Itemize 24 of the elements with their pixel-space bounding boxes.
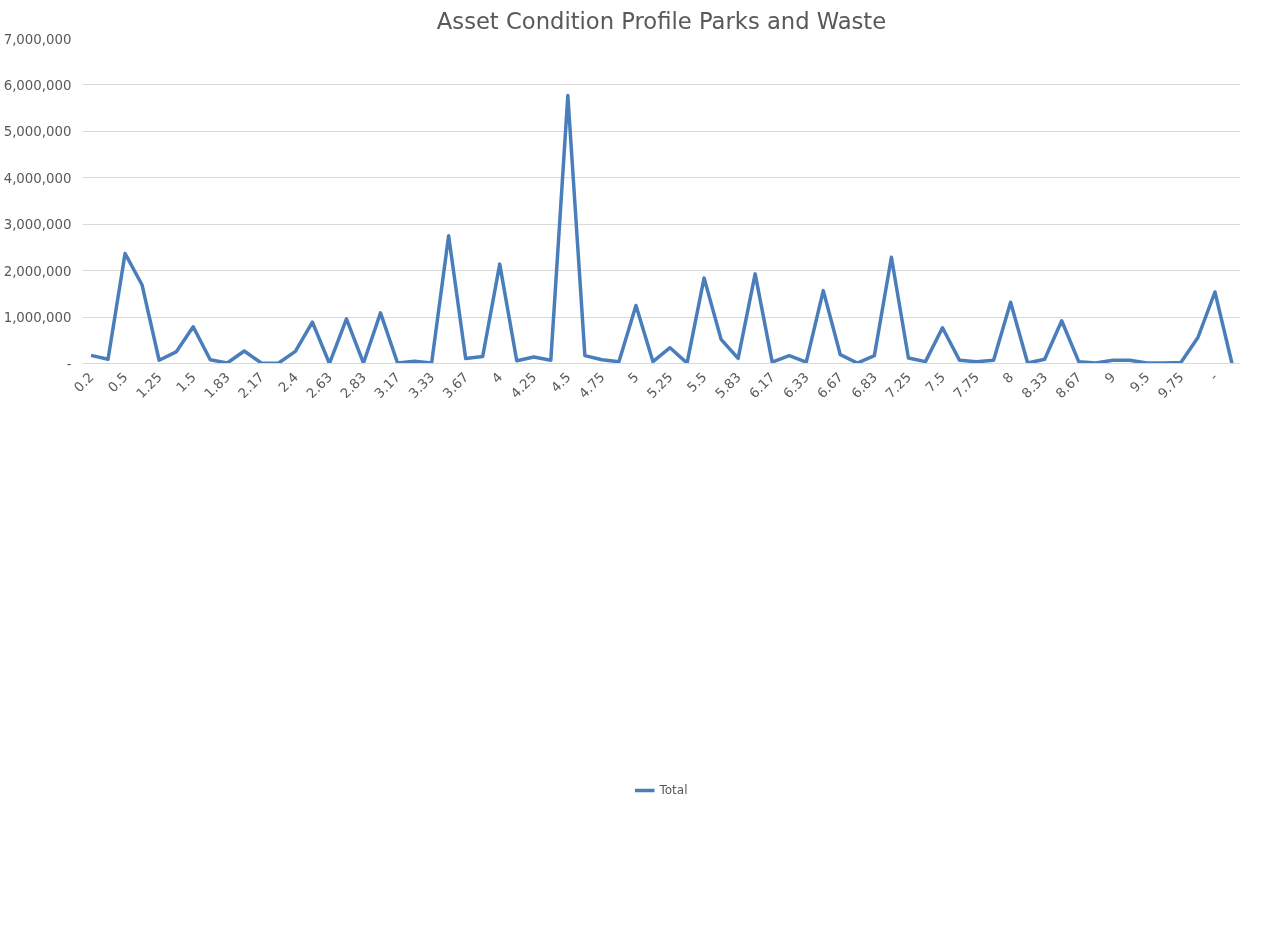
x-tick-label: 2.4	[275, 369, 302, 396]
x-tick-label: 5	[625, 369, 642, 387]
x-tick-label: 8	[999, 369, 1017, 387]
x-tick-label: 0.2	[71, 369, 97, 396]
chart-title: Asset Condition Profile Parks and Waste	[436, 7, 887, 34]
y-tick-label: 2,000,000	[3, 263, 72, 279]
y-tick-label: 4,000,000	[3, 170, 72, 186]
legend-label: Total	[659, 783, 688, 797]
x-tick-label: 9.5	[1126, 369, 1153, 396]
x-tick-label: -	[1206, 369, 1221, 384]
x-tick-label: 4.5	[547, 369, 574, 396]
x-tick-label: 7.5	[922, 369, 949, 396]
x-tick-label: 5.5	[684, 369, 710, 396]
x-tick-label: 0.5	[105, 369, 131, 396]
x-tick-label: 9	[1101, 369, 1119, 387]
y-tick-label: 7,000,000	[3, 31, 72, 47]
x-tick-label: 4	[488, 369, 506, 387]
y-tick-label: 1,000,000	[3, 310, 72, 326]
x-tick-label: 1.5	[173, 369, 199, 396]
y-tick-label: 3,000,000	[3, 217, 72, 233]
y-tick-label: 5,000,000	[3, 124, 72, 140]
y-tick-label: -	[66, 356, 72, 372]
line-series	[89, 93, 1234, 364]
y-tick-label: 6,000,000	[3, 77, 72, 93]
